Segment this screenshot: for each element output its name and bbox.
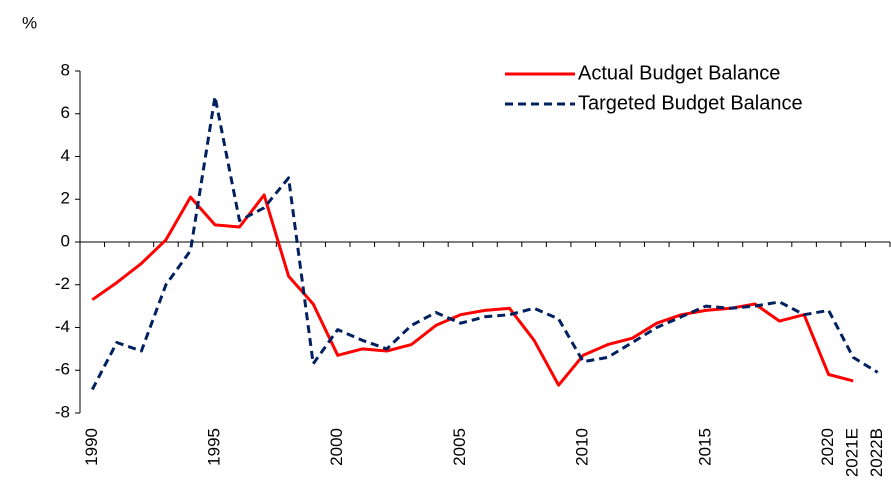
y-tick-label: 2	[61, 189, 70, 208]
y-tick-label: -2	[55, 274, 70, 293]
y-tick-label: 6	[61, 103, 70, 122]
y-tick-label: -8	[55, 402, 70, 421]
y-axis-label: %	[22, 13, 37, 32]
series-line	[91, 193, 854, 387]
x-tick-label: 2015	[695, 428, 714, 466]
x-tick-label: 2010	[573, 428, 592, 466]
y-tick-label: 8	[61, 60, 70, 79]
y-tick-label: -4	[55, 317, 70, 336]
legend-label: Actual Budget Balance	[578, 62, 780, 84]
x-tick-label: 2021E	[843, 428, 862, 477]
x-tick-label: 2020	[818, 428, 837, 466]
y-tick-label: -6	[55, 360, 70, 379]
x-tick-label: 2022B	[867, 428, 886, 477]
x-tick-label: 1990	[82, 428, 101, 466]
series-line	[90, 95, 879, 391]
x-tick-label: 2005	[450, 428, 469, 466]
y-tick-label: 0	[61, 231, 70, 250]
x-tick-label: 2000	[327, 428, 346, 466]
y-tick-label: 4	[61, 146, 70, 165]
legend-label: Targeted Budget Balance	[578, 92, 803, 114]
x-tick-label: 1995	[204, 428, 223, 466]
